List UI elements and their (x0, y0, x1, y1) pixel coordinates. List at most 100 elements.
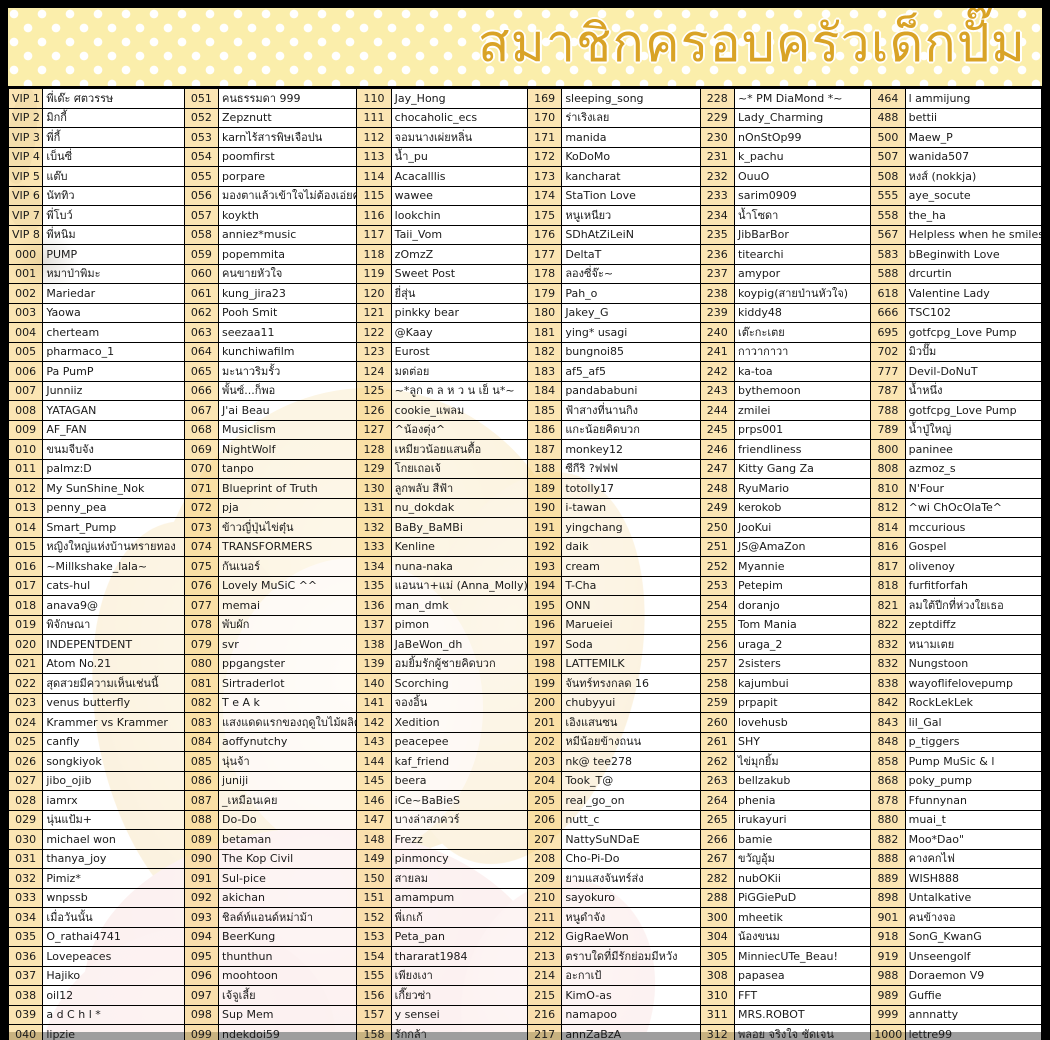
member-name-cell: ยามแสงจันทร์ส่ง (561, 868, 701, 889)
member-id-cell: 126 (356, 400, 392, 421)
page-title: สมาชิกครอบครัวเด็กปั๊ม (477, 14, 1026, 74)
member-name-cell: รักกล้า (390, 1024, 528, 1040)
member-name-cell: lovehusb (733, 712, 872, 733)
table-row: 020 INDEPENTDENT 079 svr 138 JaBeWon_dh 197 Sod… (7, 634, 1043, 655)
member-id-cell: 187 (526, 439, 563, 460)
table-row: 010 ขนมจีบจัง 069 NightWolf 128 เหมียวน้อยแสน… (7, 439, 1043, 460)
member-name-cell: JS@AmaZon (733, 536, 872, 557)
member-id-cell: 065 (183, 361, 220, 382)
member-name-cell: Lovely MuSiC ^^ (218, 575, 358, 596)
member-name-cell: karnไร้สารพิษเจือปน (218, 127, 358, 148)
member-id-cell: 021 (7, 653, 44, 674)
member-name-cell: namapoo (561, 1004, 701, 1025)
member-name-cell: uraga_2 (733, 634, 872, 655)
table-row: 013 penny_pea 072 pja 131 nu_dokdak 190 i-tawan… (7, 497, 1043, 518)
member-id-cell: 288 (699, 887, 735, 908)
member-name-cell: aoffynutchy (218, 731, 358, 752)
member-id-cell: 254 (699, 595, 735, 616)
member-id-cell: 028 (7, 790, 44, 811)
member-name-cell: แสงแดดแรกของฤดูใบไม้ผลิด (218, 712, 358, 733)
member-name-cell: Ffunnynan (904, 790, 1043, 811)
member-name-cell: gotfcpg_Love Pump (904, 400, 1043, 421)
member-name-cell: เมื่อวันนั้น (42, 907, 185, 928)
member-id-cell: 808 (870, 458, 906, 479)
member-name-cell: furfitforfah (904, 575, 1043, 596)
member-name-cell: pharmaco_1 (42, 341, 185, 362)
member-name-cell: _เหมือนเคย (218, 790, 358, 811)
member-name-cell: songkiyok (42, 751, 185, 772)
member-id-cell: 059 (183, 244, 220, 265)
member-name-cell: Kenline (390, 536, 528, 557)
member-id-cell: 097 (183, 985, 220, 1006)
member-id-cell: 464 (870, 88, 906, 109)
member-id-cell: 198 (526, 653, 563, 674)
member-id-cell: 034 (7, 907, 44, 928)
member-name-cell: porpare (218, 166, 358, 187)
member-id-cell: 146 (356, 790, 392, 811)
member-name-cell: Pah_o (561, 283, 701, 304)
member-id-cell: 182 (526, 341, 563, 362)
member-name-cell: man_dmk (390, 595, 528, 616)
member-id-cell: 1000 (870, 1024, 906, 1040)
table-row: 022 สุดสวยมีความเห็นเช่นนี้ 081 Sirtraderlo… (7, 673, 1043, 694)
member-name-cell: น้ำปู่ใหญ่ (904, 419, 1043, 440)
member-name-cell: wayoflifelovepump (904, 673, 1043, 694)
member-id-cell: 229 (699, 107, 735, 128)
member-name-cell: หมีน้อยข้างถนน (561, 731, 701, 752)
member-id-cell: 010 (7, 439, 44, 460)
member-id-cell: 004 (7, 322, 44, 343)
member-name-cell: พี่หนิม (42, 224, 185, 245)
member-id-cell: 078 (183, 614, 220, 635)
member-name-cell: prpapit (733, 692, 872, 713)
member-id-cell: 075 (183, 556, 220, 577)
member-id-cell: 810 (870, 478, 906, 499)
member-name-cell: bBeginwith Love (904, 244, 1043, 265)
member-id-cell: 063 (183, 322, 220, 343)
member-id-cell: 186 (526, 419, 563, 440)
member-id-cell: 192 (526, 536, 563, 557)
member-id-cell: 012 (7, 478, 44, 499)
member-id-cell: 094 (183, 926, 220, 947)
member-name-cell: BeerKung (218, 926, 358, 947)
member-id-cell: 898 (870, 887, 906, 908)
member-id-cell: 858 (870, 751, 906, 772)
member-name-cell: พี่เด๊ะ ศตวรรษ (42, 88, 185, 109)
member-name-cell: papasea (733, 965, 872, 986)
table-row: 011 palmz:D 070 tanpo 129 โกยเถอเจ้ 188 ซีกีริ … (7, 458, 1043, 479)
table-row: VIP 7 พี่โบว์ 057 koykth 116 lookchin 175 หนูเห… (7, 205, 1043, 226)
member-id-cell: 265 (699, 809, 735, 830)
member-roster-table: VIP 1 พี่เด๊ะ ศตวรรษ 051 คนธรรมดา 999 110 Jay… (7, 88, 1043, 1040)
table-row: 003 Yaowa 062 Pooh Smit 121 pinkky bear 180 Jak… (7, 302, 1043, 323)
member-id-cell: 073 (183, 517, 220, 538)
member-name-cell: Eurost (390, 341, 528, 362)
member-name-cell: penny_pea (42, 497, 185, 518)
member-name-cell: WISH888 (904, 868, 1043, 889)
member-name-cell: Maew_P (904, 127, 1043, 148)
member-id-cell: 054 (183, 146, 220, 167)
member-name-cell: มองตาแล้วเข้าใจไม่ต้องเอ่ยคำ (218, 185, 358, 206)
member-name-cell: MRS.ROBOT (733, 1004, 872, 1025)
member-id-cell: 208 (526, 848, 563, 869)
member-id-cell: VIP 6 (7, 185, 44, 206)
member-id-cell: 119 (356, 263, 392, 284)
member-name-cell: sleeping_song (561, 88, 701, 109)
member-name-cell: Acacalllis (390, 166, 528, 187)
member-id-cell: 250 (699, 517, 735, 538)
member-name-cell: MinniecUTe_Beau! (733, 946, 872, 967)
member-name-cell: cookie_แพลม (390, 400, 528, 421)
member-name-cell: Jakey_G (561, 302, 701, 323)
member-name-cell: Sirtraderlot (218, 673, 358, 694)
member-name-cell: popemmita (218, 244, 358, 265)
member-id-cell: 083 (183, 712, 220, 733)
table-row: 031 thanya_joy 090 The Kop Civil 149 pinmoncy… (7, 848, 1043, 869)
member-id-cell: 055 (183, 166, 220, 187)
member-name-cell: Myannie (733, 556, 872, 577)
member-id-cell: 132 (356, 517, 392, 538)
member-id-cell: 178 (526, 263, 563, 284)
table-row: 034 เมื่อวันนั้น 093 ชิลด์ท์แอนด์หม่าม้า 152… (7, 907, 1043, 928)
member-id-cell: 172 (526, 146, 563, 167)
table-row: 037 Hajiko 096 moohtoon 155 เพียงเงา 214 อะกาเป… (7, 965, 1043, 986)
member-id-cell: 191 (526, 517, 563, 538)
member-name-cell: หมาป่าพิมะ (42, 263, 185, 284)
member-id-cell: 142 (356, 712, 392, 733)
